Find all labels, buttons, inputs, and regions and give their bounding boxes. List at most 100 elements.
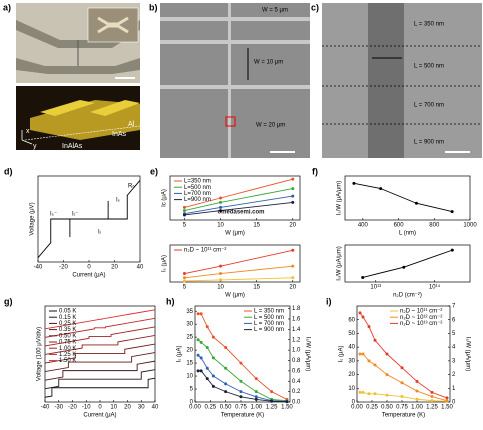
- x-tick-label: -40: [34, 265, 43, 271]
- data-point: [239, 361, 243, 365]
- data-point: [219, 205, 223, 209]
- data-point: [361, 315, 365, 319]
- y2-tick-label: 3: [452, 358, 456, 364]
- data-point: [199, 340, 203, 344]
- data-point: [205, 325, 209, 329]
- data-point: [291, 200, 295, 204]
- sem-image: [160, 3, 310, 158]
- data-point: [239, 379, 243, 383]
- strip: [160, 17, 310, 21]
- x-tick-label: 600: [394, 223, 405, 229]
- x-axis-label: n₂D (cm⁻²): [393, 293, 422, 299]
- data-point: [224, 346, 228, 350]
- y2-tick-label: 1.0: [292, 348, 301, 354]
- legend-label: 1.50 K: [59, 358, 76, 364]
- data-point: [199, 312, 203, 316]
- data-point: [291, 194, 295, 198]
- data-point: [199, 369, 203, 373]
- y-tick-label: 20: [186, 348, 193, 354]
- legend-label: 0.35 K: [59, 327, 76, 333]
- series-line: [44, 369, 156, 390]
- data-point: [205, 377, 209, 381]
- highlight-box: [225, 116, 236, 127]
- x-axis-label: W (μm): [225, 293, 245, 299]
- data-point: [445, 399, 449, 403]
- afm-ridge: [90, 100, 140, 116]
- y2-tick-label: 4: [452, 345, 456, 351]
- data-point: [211, 335, 215, 339]
- series-line: [197, 339, 287, 402]
- axis-label: y: [33, 143, 37, 150]
- y-axis-label: Iₛ (μA): [339, 345, 345, 362]
- length-label: L = 500 nm: [414, 64, 444, 70]
- series-line: [197, 354, 287, 402]
- x-tick-label: 1.00: [250, 405, 262, 411]
- data-point: [211, 356, 215, 360]
- data-point: [373, 392, 377, 396]
- inset-device: [97, 16, 129, 34]
- x-tick-label: 0.75: [396, 405, 408, 411]
- strip: [160, 85, 310, 89]
- data-point: [373, 363, 377, 367]
- data-point: [182, 205, 186, 209]
- data-point: [361, 390, 365, 394]
- x-axis-label: W (μm): [225, 231, 245, 237]
- x-tick-label: 1.00: [411, 405, 423, 411]
- panel-label: a): [3, 2, 11, 12]
- data-point: [352, 181, 356, 185]
- x-tick-label: -30: [54, 405, 63, 411]
- legend-label: 0.75 K: [59, 340, 76, 346]
- data-point: [182, 279, 186, 283]
- data-point: [450, 210, 454, 214]
- axis-label: x: [26, 128, 30, 135]
- layer-label: Al: [128, 121, 135, 128]
- data-point: [385, 373, 389, 377]
- x-axis-label: Temperature (K): [382, 413, 425, 419]
- x-tick-label: 0.25: [366, 405, 378, 411]
- data-point: [415, 389, 419, 393]
- x-axis-label: L (nm): [399, 231, 416, 237]
- legend-label: n₂D ~ 10¹³ cm⁻²: [400, 321, 442, 327]
- legend-label: L = 350 nm: [254, 309, 284, 315]
- legend-label: L=700 nm: [184, 191, 211, 197]
- panel-label: c): [311, 2, 319, 12]
- width-label: W = 5 μm: [262, 8, 288, 14]
- x-axis-label: Current (μA): [83, 413, 116, 419]
- panel-label: g): [4, 296, 13, 306]
- x-tick-label: 20: [111, 265, 118, 271]
- data-point: [182, 209, 186, 213]
- data-point: [239, 390, 243, 394]
- data-point: [219, 196, 223, 200]
- data-point: [400, 395, 404, 399]
- y2-tick-label: 2: [452, 372, 456, 378]
- data-point: [415, 397, 419, 401]
- y-tick-label: 20: [348, 372, 355, 378]
- y2-tick-label: 0.0: [292, 400, 301, 406]
- data-point: [285, 400, 289, 404]
- strip: [160, 40, 310, 44]
- y-axis-label: Iₛ/W (μA/μm): [337, 181, 343, 215]
- data-point: [361, 275, 365, 279]
- x-tick-label: 10¹⁴: [429, 284, 441, 291]
- legend-label: 1.00 K: [59, 346, 76, 352]
- gap: [368, 3, 404, 158]
- data-point: [379, 187, 383, 191]
- y-axis-label: Iₛ/W (μA/μm): [337, 246, 343, 280]
- annotation: Rₙ: [128, 184, 135, 190]
- y-tick-label: 0: [190, 400, 194, 406]
- y2-tick-label: 1.8: [292, 306, 301, 312]
- data-point: [270, 390, 274, 394]
- x-tick-label: 10: [217, 285, 224, 291]
- series-line: [44, 309, 156, 330]
- legend-label: L=900 nm: [184, 197, 211, 203]
- legend-label: L = 500 nm: [254, 315, 284, 321]
- x-tick-label: -20: [59, 265, 68, 271]
- y-axis-label: Voltage (μV): [30, 202, 36, 235]
- x-tick-label: 1.50: [281, 405, 293, 411]
- data-point: [182, 272, 186, 276]
- panel-label: e): [150, 166, 158, 176]
- series-line: [44, 317, 156, 338]
- data-point: [219, 278, 223, 282]
- data-point: [224, 366, 228, 370]
- data-point: [270, 399, 274, 403]
